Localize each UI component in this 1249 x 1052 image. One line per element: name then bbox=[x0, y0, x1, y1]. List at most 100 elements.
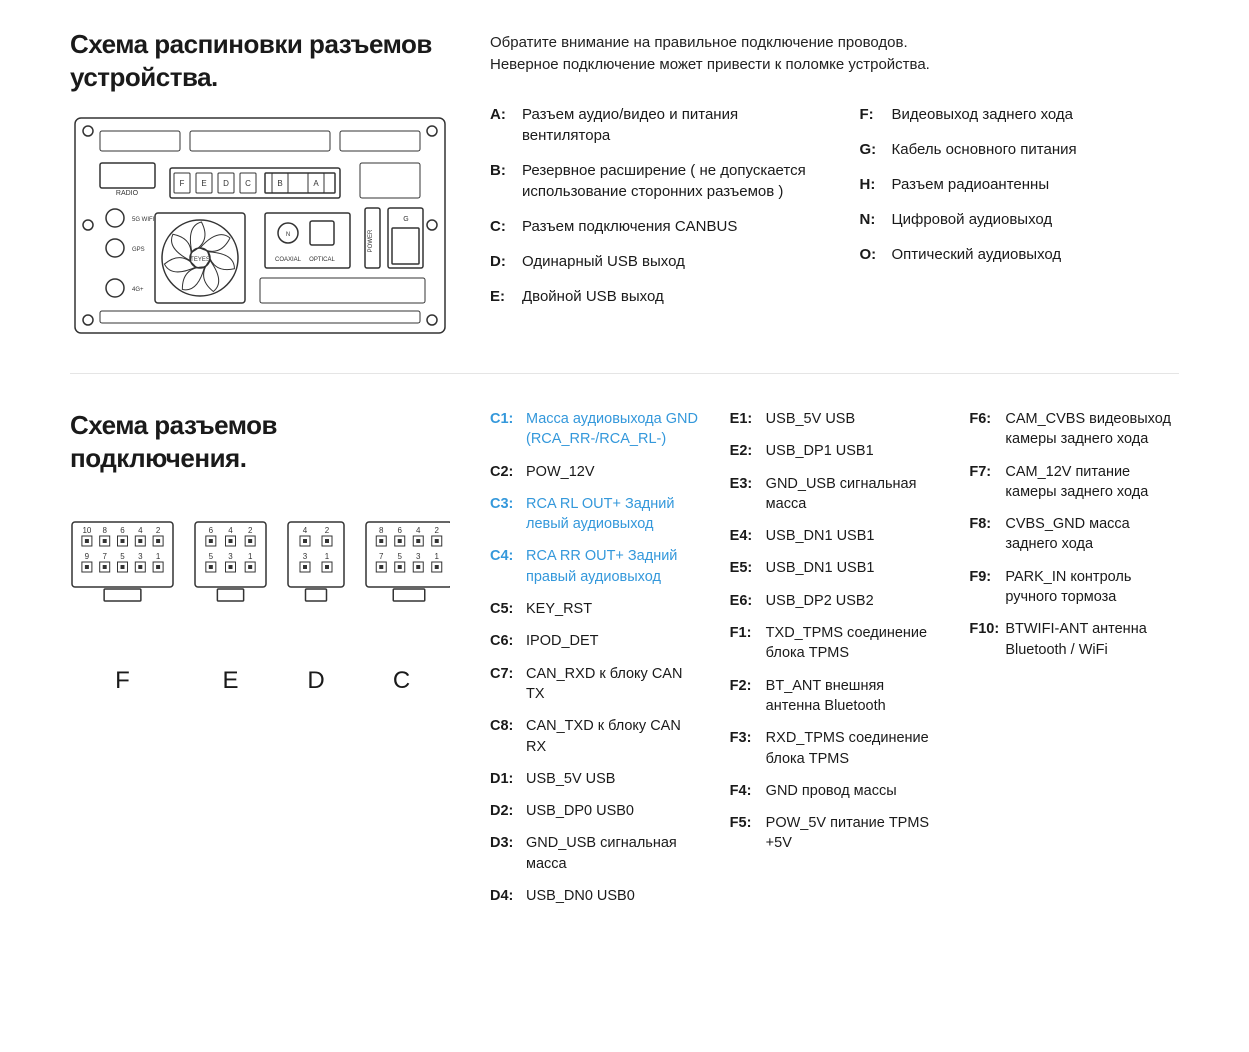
section1-right: Обратите внимание на правильное подключе… bbox=[490, 28, 1179, 343]
pin-item: F6:CAM_CVBS видеовыход камеры заднего хо… bbox=[969, 409, 1179, 450]
svg-text:1: 1 bbox=[248, 552, 253, 561]
legend-val: Резервное расширение ( не допускается ис… bbox=[522, 160, 810, 202]
legend-item: B:Резервное расширение ( не допускается … bbox=[490, 160, 810, 202]
pin-key: E1: bbox=[730, 409, 766, 429]
pin-key: E4: bbox=[730, 526, 766, 546]
svg-text:1: 1 bbox=[156, 552, 161, 561]
legend-key: C: bbox=[490, 216, 522, 237]
svg-text:E: E bbox=[201, 179, 206, 188]
svg-text:F: F bbox=[180, 179, 185, 188]
pin-val: TXD_TPMS соединение блока TPMS bbox=[766, 623, 940, 664]
legend-key: N: bbox=[860, 209, 892, 230]
pin-item: C7:CAN_RXD к блоку CAN TX bbox=[490, 664, 700, 705]
pin-val: RCA RR OUT+ Задний правый аудиовыход bbox=[526, 546, 700, 587]
svg-text:5: 5 bbox=[120, 552, 125, 561]
svg-text:4: 4 bbox=[416, 526, 421, 535]
pin-val: USB_5V USB bbox=[766, 409, 940, 429]
pin-item: D3:GND_USB сигнальная масса bbox=[490, 833, 700, 874]
svg-text:4: 4 bbox=[138, 526, 143, 535]
pin-key: F3: bbox=[730, 728, 766, 769]
pin-item: F2:BT_ANT внешняя антенна Bluetooth bbox=[730, 676, 940, 717]
legend-key: D: bbox=[490, 251, 522, 272]
legend-key: A: bbox=[490, 104, 522, 146]
pin-val: USB_DN0 USB0 bbox=[526, 886, 700, 906]
pin-item: C1:Масса аудиовыхода GND (RCA_RR-/RCA_RL… bbox=[490, 409, 700, 450]
pin-key: F9: bbox=[969, 567, 1005, 608]
pin-key: C6: bbox=[490, 631, 526, 651]
section1-left: Схема распиновки разъемов устройства. RA… bbox=[70, 28, 450, 343]
pin-item: D4:USB_DN0 USB0 bbox=[490, 886, 700, 906]
legend-key: G: bbox=[860, 139, 892, 160]
pin-item: D1:USB_5V USB bbox=[490, 769, 700, 789]
pin-val: PARK_IN контроль ручного тормоза bbox=[1005, 567, 1179, 608]
section2-right: C1:Масса аудиовыхода GND (RCA_RR-/RCA_RL… bbox=[490, 409, 1179, 918]
pin-key: C4: bbox=[490, 546, 526, 587]
pin-key: F2: bbox=[730, 676, 766, 717]
pin-val: CAM_12V питание камеры заднего хода bbox=[1005, 462, 1179, 503]
legend-val: Одинарный USB выход bbox=[522, 251, 810, 272]
pin-val: BTWIFI-ANT антенна Bluetooth / WiFi bbox=[1005, 619, 1179, 660]
pin-item: F10:BTWIFI-ANT антенна Bluetooth / WiFi bbox=[969, 619, 1179, 660]
svg-text:POWER: POWER bbox=[368, 229, 374, 252]
svg-text:C: C bbox=[245, 179, 251, 188]
pin-val: USB_DP1 USB1 bbox=[766, 441, 940, 461]
pin-val: BT_ANT внешняя антенна Bluetooth bbox=[766, 676, 940, 717]
pin-item: E1:USB_5V USB bbox=[730, 409, 940, 429]
legend-item: N:Цифровой аудиовыход bbox=[860, 209, 1180, 230]
pin-key: D4: bbox=[490, 886, 526, 906]
legend-key: H: bbox=[860, 174, 892, 195]
pin-col-3: F6:CAM_CVBS видеовыход камеры заднего хо… bbox=[969, 409, 1179, 918]
pin-key: F1: bbox=[730, 623, 766, 664]
pin-val: CAN_RXD к блоку CAN TX bbox=[526, 664, 700, 705]
legend-val: Кабель основного питания bbox=[892, 139, 1180, 160]
svg-text:D: D bbox=[223, 179, 229, 188]
svg-text:TEYES: TEYES bbox=[190, 257, 210, 263]
pin-key: F5: bbox=[730, 813, 766, 854]
svg-text:2: 2 bbox=[325, 526, 330, 535]
legend-key: B: bbox=[490, 160, 522, 202]
legend-item: H:Разъем радиоантенны bbox=[860, 174, 1180, 195]
pin-key: C3: bbox=[490, 494, 526, 535]
connector-label-d: D bbox=[286, 667, 346, 695]
pin-item: F7:CAM_12V питание камеры заднего хода bbox=[969, 462, 1179, 503]
pin-col-2: E1:USB_5V USBE2:USB_DP1 USB1E3:GND_USB с… bbox=[730, 409, 940, 918]
pin-key: F8: bbox=[969, 514, 1005, 555]
connector-label-f: F bbox=[70, 667, 175, 695]
pin-val: POW_12V bbox=[526, 462, 700, 482]
pin-key: F4: bbox=[730, 781, 766, 801]
legend-val: Разъем подключения CANBUS bbox=[522, 216, 810, 237]
svg-text:GPS: GPS bbox=[132, 247, 145, 253]
pin-item: E5:USB_DN1 USB1 bbox=[730, 558, 940, 578]
pin-item: F5:POW_5V питание TPMS +5V bbox=[730, 813, 940, 854]
connector-labels: F E D C bbox=[70, 667, 450, 695]
svg-text:4G+: 4G+ bbox=[132, 287, 144, 293]
legend-val: Цифровой аудиовыход bbox=[892, 209, 1180, 230]
svg-text:B: B bbox=[277, 179, 282, 188]
pin-val: POW_5V питание TPMS +5V bbox=[766, 813, 940, 854]
svg-text:6: 6 bbox=[120, 526, 125, 535]
svg-text:8: 8 bbox=[102, 526, 107, 535]
svg-text:A: A bbox=[313, 179, 319, 188]
pin-item: F3:RXD_TPMS соединение блока TPMS bbox=[730, 728, 940, 769]
pin-item: E4:USB_DN1 USB1 bbox=[730, 526, 940, 546]
pin-item: E3:GND_USB сигнальная масса bbox=[730, 474, 940, 515]
legend-item: C:Разъем подключения CANBUS bbox=[490, 216, 810, 237]
svg-text:10: 10 bbox=[82, 526, 91, 535]
legend-item: O:Оптический аудиовыход bbox=[860, 244, 1180, 265]
section-connectors: Схема разъемов подключения. 108642975316… bbox=[70, 409, 1179, 918]
pin-val: IPOD_DET bbox=[526, 631, 700, 651]
svg-text:RADIO: RADIO bbox=[116, 190, 139, 197]
svg-text:7: 7 bbox=[379, 552, 384, 561]
pin-val: CAN_TXD к блоку CAN RX bbox=[526, 716, 700, 757]
pin-val: USB_DN1 USB1 bbox=[766, 526, 940, 546]
svg-text:4: 4 bbox=[303, 526, 308, 535]
device-diagram: RADIO F E D C B A 5G WIFI GPS 4G+ bbox=[70, 113, 450, 338]
svg-text:G: G bbox=[403, 216, 408, 223]
section2-title: Схема разъемов подключения. bbox=[70, 409, 450, 474]
svg-text:5G WIFI: 5G WIFI bbox=[132, 217, 155, 223]
pin-val: GND провод массы bbox=[766, 781, 940, 801]
section-pinout: Схема распиновки разъемов устройства. RA… bbox=[70, 28, 1179, 343]
svg-text:1: 1 bbox=[435, 552, 440, 561]
legend-key: F: bbox=[860, 104, 892, 125]
svg-text:6: 6 bbox=[209, 526, 214, 535]
